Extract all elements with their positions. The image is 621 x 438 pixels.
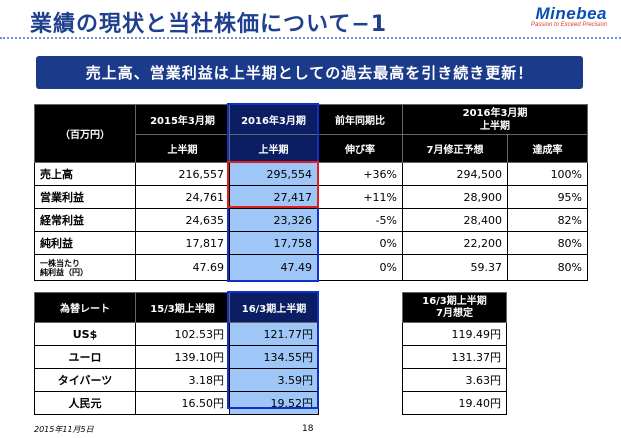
table-row: 人民元 16.50円 19.52円 [34,391,319,415]
col-forecast: 7月修正予想 [402,134,508,163]
fx-2015: 102.53円 [135,322,230,346]
row-label: 経常利益 [34,208,136,232]
table-row: 19.40円 [402,391,507,415]
value-achieve: 82% [506,208,589,232]
value-2015: 47.69 [135,254,230,281]
value-yoy: 0% [317,254,403,281]
headline-banner: 売上高、営業利益は上半期としての過去最高を引き続き更新！ [36,56,583,89]
row-label: 一株当たり 純利益（円） [34,254,136,281]
col-fy-title: 2016年3月期 上半期 [401,104,589,135]
col-2016-sub: 上半期 [229,134,318,163]
value-2016: 47.49 [229,254,318,281]
col-yoy-sub: 伸び率 [317,134,403,163]
value-achieve: 80% [506,254,589,281]
table-row: 3.63円 [402,368,507,392]
results-table: （百万円） 2015年3月期 2016年3月期 前年同期比 2016年3月期 上… [34,104,589,281]
col-yoy-title: 前年同期比 [317,104,403,135]
value-2015: 216,557 [135,162,230,186]
slide-date: 2015年11月5日 [34,425,94,434]
table-row: 経常利益 24,635 23,326 -5% 28,400 82% [34,208,589,232]
fx-forecast: 19.40円 [402,391,507,415]
fx-col-2016: 16/3期上半期 [229,292,319,323]
value-forecast: 22,200 [402,231,508,255]
value-forecast: 28,400 [402,208,508,232]
value-yoy: -5% [317,208,403,232]
value-2016: 17,758 [229,231,318,255]
value-achieve: 100% [506,162,589,186]
table-row: ユーロ 139.10円 134.55円 [34,345,319,369]
currency-label: US$ [34,322,136,346]
fx-forecast-table: 16/3期上半期 7月想定 119.49円 131.37円 3.63円 19.4… [402,292,507,415]
fx-rate-table: 為替レート 15/3期上半期 16/3期上半期 US$ 102.53円 121.… [34,292,319,415]
col-2015-title: 2015年3月期 [135,104,230,135]
value-yoy: +11% [317,185,403,209]
title-divider [0,37,621,39]
value-2015: 24,635 [135,208,230,232]
table-row: 131.37円 [402,345,507,369]
table-row: 純利益 17,817 17,758 0% 22,200 80% [34,231,589,255]
value-2016: 23,326 [229,208,318,232]
col-2015-sub: 上半期 [135,134,230,163]
value-yoy: +36% [317,162,403,186]
fx-forecast: 119.49円 [402,322,507,346]
row-label: 純利益 [34,231,136,255]
table-row: 119.49円 [402,322,507,346]
fx-col-forecast: 16/3期上半期 7月想定 [402,292,507,323]
row-label: 営業利益 [34,185,136,209]
slide-title: 業績の現状と当社株価について−1 [30,12,388,37]
value-2015: 17,817 [135,231,230,255]
fx-2016: 121.77円 [229,322,319,346]
logo-tagline: Passion to Exceed Precision [530,22,607,28]
fx-forecast: 3.63円 [402,368,507,392]
value-forecast: 294,500 [402,162,508,186]
fx-forecast: 131.37円 [402,345,507,369]
value-achieve: 80% [506,231,589,255]
fx-col-2015: 15/3期上半期 [135,292,230,323]
currency-label: ユーロ [34,345,136,369]
table-row: タイバーツ 3.18円 3.59円 [34,368,319,392]
currency-label: 人民元 [34,391,136,415]
currency-label: タイバーツ [34,368,136,392]
value-2016: 295,554 [229,162,318,186]
fx-2016: 3.59円 [229,368,319,392]
table-row: US$ 102.53円 121.77円 [34,322,319,346]
value-forecast: 59.37 [402,254,508,281]
value-forecast: 28,900 [402,185,508,209]
col-achieve: 達成率 [506,134,589,163]
value-2016: 27,417 [229,185,318,209]
logo-name: Minebea [535,4,607,23]
fx-2015: 139.10円 [135,345,230,369]
fx-2016: 19.52円 [229,391,319,415]
value-2015: 24,761 [135,185,230,209]
table-row: 売上高 216,557 295,554 +36% 294,500 100% [34,162,589,186]
unit-header: （百万円） [34,104,136,163]
row-label: 売上高 [34,162,136,186]
table-row: 一株当たり 純利益（円） 47.69 47.49 0% 59.37 80% [34,254,589,281]
fx-2016: 134.55円 [229,345,319,369]
minebea-logo: Minebea Passion to Exceed Precision [531,4,607,28]
fx-2015: 3.18円 [135,368,230,392]
table-row: 営業利益 24,761 27,417 +11% 28,900 95% [34,185,589,209]
col-2016-title: 2016年3月期 [229,104,318,135]
value-achieve: 95% [506,185,589,209]
fx-2015: 16.50円 [135,391,230,415]
page-number: 18 [302,424,314,434]
value-yoy: 0% [317,231,403,255]
fx-header-label: 為替レート [34,292,136,323]
